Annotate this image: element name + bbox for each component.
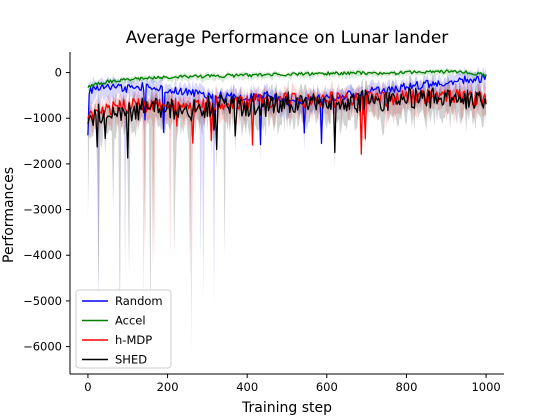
- x-tick-label: 0: [84, 380, 91, 394]
- y-tick-label: 0: [55, 66, 62, 80]
- y-axis-label: Performances: [1, 167, 17, 263]
- legend: Random Accel h-MDP SHED: [75, 289, 172, 369]
- legend-box: [75, 289, 172, 369]
- y-tick-label: −2000: [23, 157, 62, 171]
- x-tick-label: 1000: [471, 380, 500, 394]
- legend-label-random: Random: [115, 294, 163, 308]
- y-tick-label: −6000: [23, 340, 62, 354]
- x-tick-label: 800: [395, 380, 417, 394]
- y-tick-label: −4000: [23, 248, 62, 262]
- band-random: [87, 65, 487, 308]
- legend-label-accel: Accel: [115, 314, 146, 328]
- x-axis: 0 200 400 600 800 1000: [70, 373, 504, 394]
- y-tick-label: −5000: [23, 294, 62, 308]
- x-tick-label: 600: [316, 380, 338, 394]
- x-tick-label: 400: [236, 380, 258, 394]
- lines-layer: [87, 69, 487, 159]
- legend-label-shed: SHED: [115, 353, 147, 367]
- legend-label-h-mdp: h-MDP: [115, 333, 152, 347]
- x-axis-label: Training step: [241, 400, 332, 416]
- series-line-accel: [87, 69, 487, 88]
- chart-title: Average Performance on Lunar lander: [126, 28, 449, 48]
- band-h-mdp: [87, 78, 487, 356]
- y-tick-label: −1000: [23, 111, 62, 125]
- band-shed: [87, 75, 487, 354]
- series-line-h-mdp: [87, 88, 487, 155]
- y-axis: 0 −1000 −2000 −3000 −4000 −5000 −6000: [23, 52, 71, 374]
- x-tick-label: 200: [157, 380, 179, 394]
- y-tick-label: −3000: [23, 203, 62, 217]
- series-line-shed: [87, 87, 487, 159]
